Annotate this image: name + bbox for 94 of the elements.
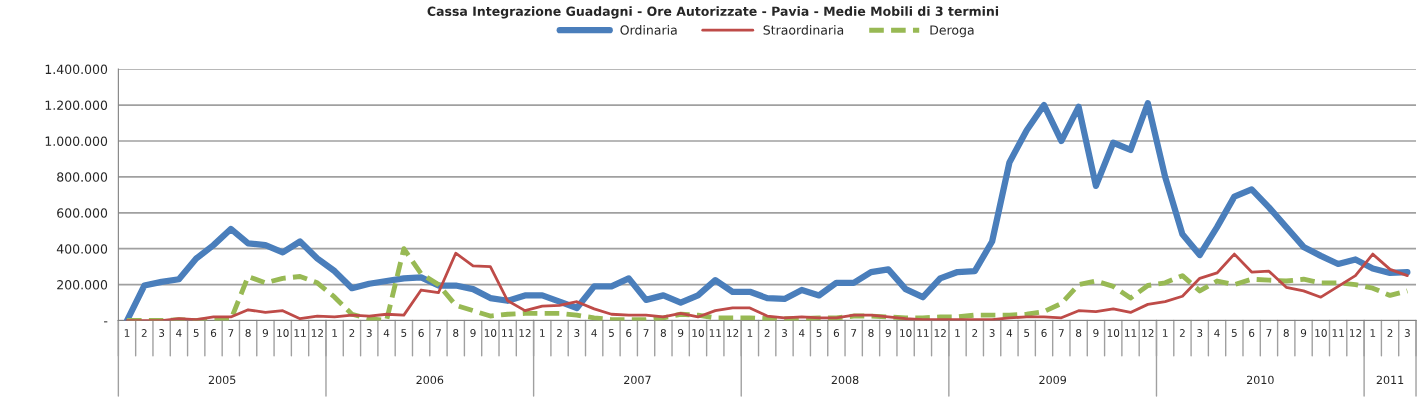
x-tick-label: 7 bbox=[228, 329, 234, 337]
x-tick-label: 8 bbox=[868, 329, 874, 337]
text: 2009 bbox=[1039, 375, 1067, 385]
x-tick-label: 2 bbox=[349, 329, 355, 337]
chart-title: Cassa Integrazione Guadagni - Ore Autorizzate - Pavia - Medie Mobili di 3 termini bbox=[427, 6, 999, 19]
x-tick-label: 3 bbox=[159, 329, 165, 337]
x-tick-label: 9 bbox=[262, 329, 269, 337]
text: 2010 bbox=[1246, 375, 1274, 385]
x-tick-label: 12 bbox=[311, 329, 323, 337]
x-tick-label: 9 bbox=[1300, 329, 1307, 337]
x-tick-label: 8 bbox=[1076, 329, 1082, 337]
x-tick-label: 5 bbox=[193, 329, 199, 337]
x-tick-label: 5 bbox=[401, 329, 407, 337]
x-tick-label: 5 bbox=[816, 329, 822, 337]
y-tick-label: 200.000 bbox=[57, 280, 108, 290]
x-tick-label: 1 bbox=[540, 329, 545, 337]
x-tick-label: 7 bbox=[643, 329, 649, 337]
x-tick-label: 6 bbox=[626, 329, 632, 337]
x-tick-label: 8 bbox=[453, 329, 459, 337]
y-tick-label: 1.400.000 bbox=[45, 64, 108, 75]
x-tick-label: 11 bbox=[709, 329, 721, 337]
x-tick-label: 11 bbox=[502, 329, 514, 337]
x-tick-label: 12 bbox=[1142, 329, 1154, 337]
x-tick-label: 4 bbox=[176, 329, 182, 337]
x-tick-label: 4 bbox=[383, 329, 390, 337]
x-tick-label: 1 bbox=[747, 329, 753, 337]
y-tick-label: - bbox=[104, 321, 108, 323]
x-tick-label: 1 bbox=[1370, 329, 1376, 337]
legend-label: Ordinaria bbox=[620, 25, 677, 35]
x-tick-label: 7 bbox=[1266, 329, 1272, 337]
x-tick-label: 5 bbox=[1024, 329, 1030, 337]
x-tick-label: 1 bbox=[955, 329, 960, 337]
x-tick-label: 7 bbox=[851, 329, 857, 337]
x-tick-label: 11 bbox=[294, 329, 306, 337]
x-tick-label: 7 bbox=[435, 329, 441, 337]
x-tick-label: 4 bbox=[1214, 329, 1220, 337]
x-tick-label: 5 bbox=[608, 329, 614, 337]
x-tick-label: 11 bbox=[1332, 329, 1344, 337]
x-tick-label: 9 bbox=[678, 329, 684, 337]
x-tick-label: 9 bbox=[470, 329, 476, 337]
x-tick-label: 5 bbox=[1231, 329, 1237, 337]
x-tick-label: 8 bbox=[1283, 329, 1289, 337]
y-tick-label: 400.000 bbox=[56, 244, 108, 254]
text: 2005 bbox=[208, 375, 236, 385]
x-tick-label: 8 bbox=[245, 329, 251, 337]
x-tick-label: 3 bbox=[1197, 329, 1203, 337]
x-tick-label: 2 bbox=[1179, 329, 1185, 337]
x-tick-label: 10 bbox=[900, 329, 912, 337]
text: 2011 bbox=[1376, 375, 1404, 385]
x-tick-label: 6 bbox=[418, 329, 424, 337]
x-tick-label: 2 bbox=[972, 329, 978, 337]
x-tick-label: 3 bbox=[574, 329, 580, 337]
x-tick-label: 12 bbox=[1349, 329, 1362, 337]
x-tick-label: 10 bbox=[1107, 329, 1120, 337]
text: 2006 bbox=[416, 375, 444, 385]
y-tick-label: 1.200.000 bbox=[45, 100, 108, 110]
x-tick-label: 10 bbox=[484, 329, 497, 337]
x-tick-label: 10 bbox=[692, 329, 704, 337]
x-tick-label: 4 bbox=[1006, 329, 1013, 337]
legend-label: Deroga bbox=[930, 25, 974, 38]
x-tick-label: 9 bbox=[1093, 329, 1099, 337]
x-tick-label: 2 bbox=[1387, 329, 1393, 337]
y-tick-label: 600.000 bbox=[57, 208, 108, 218]
x-tick-label: 2 bbox=[557, 329, 562, 337]
text: 2007 bbox=[624, 375, 651, 385]
x-tick-label: 9 bbox=[885, 329, 891, 337]
x-tick-label: 7 bbox=[1058, 329, 1064, 337]
x-tick-label: 6 bbox=[1249, 329, 1255, 337]
x-tick-label: 11 bbox=[1125, 329, 1137, 337]
x-tick-label: 8 bbox=[660, 329, 666, 337]
x-tick-label: 1 bbox=[1162, 329, 1168, 337]
x-tick-label: 10 bbox=[1315, 329, 1327, 337]
y-tick-label: 800.000 bbox=[57, 172, 108, 182]
x-tick-label: 3 bbox=[989, 329, 995, 337]
legend-label: Straordinaria bbox=[763, 25, 844, 35]
x-tick-label: 4 bbox=[591, 329, 597, 337]
x-tick-label: 12 bbox=[519, 329, 531, 337]
x-tick-label: 4 bbox=[798, 329, 805, 337]
x-tick-label: 1 bbox=[124, 329, 130, 337]
x-tick-label: 12 bbox=[727, 329, 739, 337]
x-tick-label: 10 bbox=[277, 329, 289, 337]
x-tick-label: 6 bbox=[833, 329, 840, 337]
x-tick-label: 12 bbox=[934, 329, 946, 337]
x-tick-label: 1 bbox=[332, 329, 337, 337]
x-tick-label: 3 bbox=[781, 329, 787, 337]
x-tick-label: 11 bbox=[917, 329, 929, 337]
x-tick-label: 2 bbox=[141, 329, 147, 337]
x-tick-label: 6 bbox=[1041, 329, 1047, 337]
x-tick-label: 2 bbox=[764, 329, 770, 337]
text: 2008 bbox=[831, 375, 859, 385]
x-tick-label: 6 bbox=[210, 329, 217, 337]
x-tick-label: 3 bbox=[1404, 329, 1410, 337]
y-tick-label: 1.000.000 bbox=[45, 136, 108, 146]
x-tick-label: 3 bbox=[366, 329, 372, 337]
